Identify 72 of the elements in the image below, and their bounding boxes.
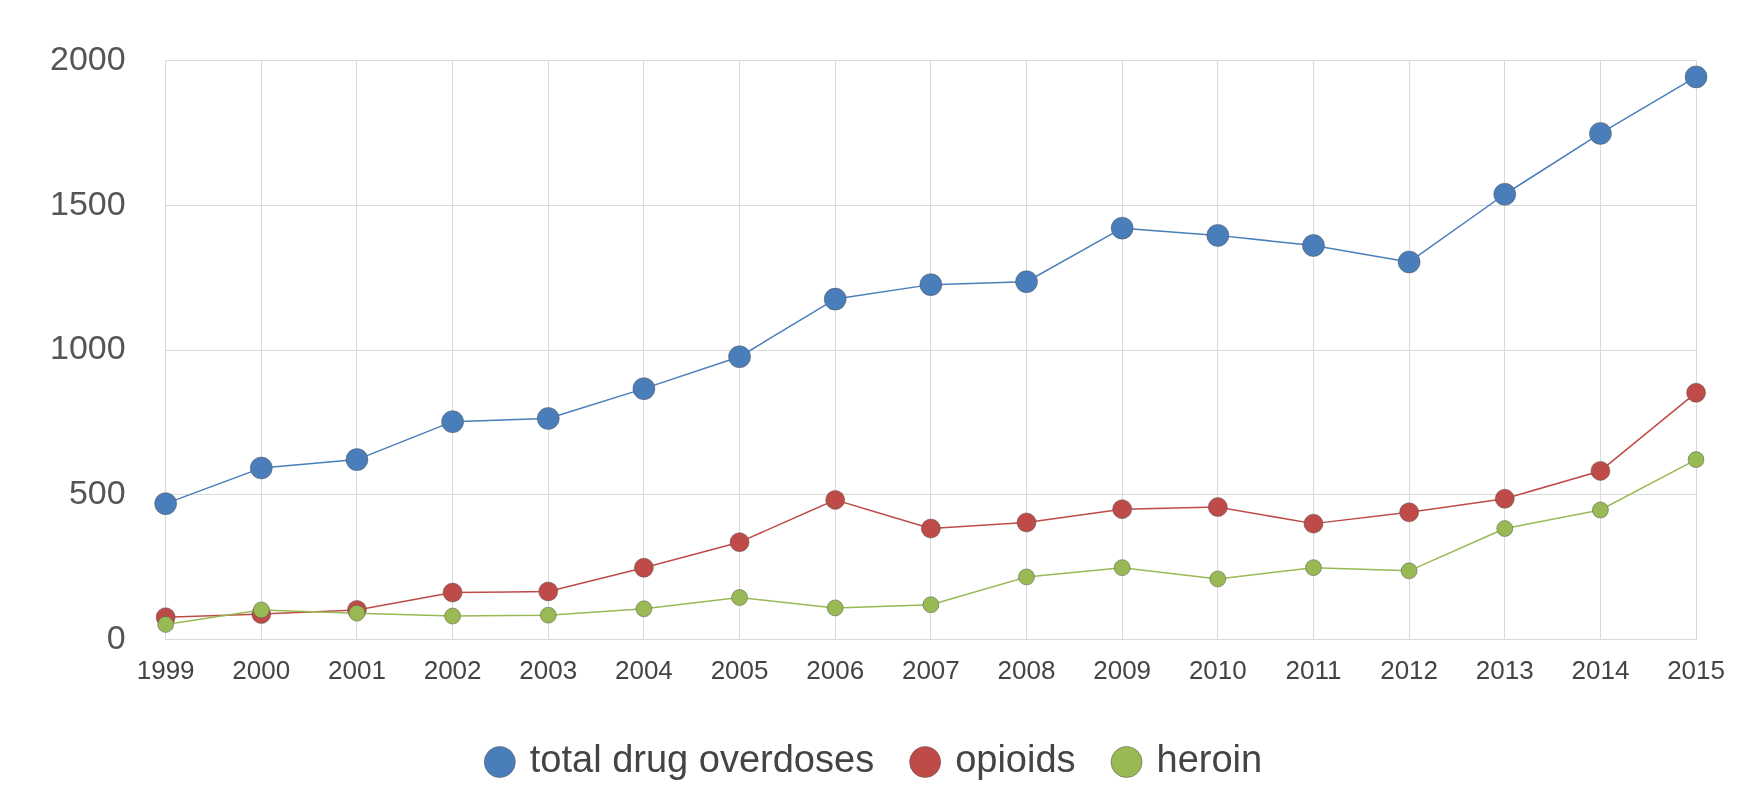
- y-tick-label: 0: [106, 618, 126, 657]
- point: [1397, 250, 1421, 274]
- x-tick-label: 2014: [1571, 654, 1630, 685]
- point: [1208, 497, 1228, 517]
- point: [826, 599, 844, 617]
- x-tick-label: 2001: [328, 654, 386, 685]
- point: [634, 557, 654, 578]
- x-tick-label: 2009: [1093, 654, 1152, 685]
- x-tick-label: 2004: [614, 654, 673, 685]
- point: [157, 616, 174, 633]
- point: [538, 581, 558, 602]
- point: [632, 377, 656, 400]
- point: [253, 601, 270, 619]
- point: [728, 345, 751, 369]
- point: [1015, 270, 1038, 293]
- legend-label: total drug overdoses: [529, 738, 875, 781]
- point: [537, 407, 560, 430]
- x-tick-label: 2002: [423, 654, 482, 685]
- x-tick-label: 2011: [1285, 654, 1342, 685]
- point: [1209, 570, 1227, 588]
- point: [729, 532, 750, 552]
- y-tick-label: 2000: [50, 38, 126, 77]
- y-tick-label: 1500: [50, 183, 126, 222]
- point: [1686, 382, 1706, 403]
- x-tick-label: 2013: [1475, 654, 1534, 685]
- point: [1113, 559, 1131, 576]
- point: [1684, 65, 1708, 89]
- point: [154, 492, 177, 515]
- x-tick-label: 2008: [997, 654, 1056, 685]
- point: [1302, 234, 1325, 257]
- point: [1590, 461, 1611, 481]
- point: [442, 582, 463, 603]
- point: [1687, 451, 1705, 468]
- y-tick-label: 1000: [50, 328, 126, 367]
- x-tick-label: 2006: [806, 654, 865, 685]
- x-tick-label: 2003: [519, 654, 578, 685]
- point: [1018, 568, 1035, 586]
- point: [1495, 488, 1515, 509]
- point: [823, 287, 847, 311]
- point: [1493, 182, 1517, 206]
- point: [1592, 501, 1609, 519]
- y-tick-label: 500: [68, 473, 126, 512]
- point: [922, 596, 940, 613]
- legend-label: opioids: [955, 738, 1076, 781]
- x-tick-label: 2010: [1188, 654, 1247, 685]
- point: [731, 589, 748, 606]
- x-tick-label: 2000: [232, 654, 291, 685]
- point: [540, 606, 557, 624]
- point: [345, 448, 369, 471]
- point: [635, 600, 653, 618]
- x-tick-label: 2015: [1667, 654, 1725, 685]
- x-tick-label: 1999: [136, 654, 195, 685]
- point: [1399, 502, 1419, 523]
- x-tick-label: 2007: [901, 654, 960, 685]
- x-tick-label: 2005: [710, 654, 769, 685]
- legend-label: heroin: [1156, 738, 1263, 781]
- point: [1112, 499, 1132, 519]
- point: [441, 410, 464, 433]
- x-tick-label: 2012: [1380, 654, 1439, 685]
- point: [250, 456, 273, 480]
- point: [921, 518, 941, 539]
- point: [1400, 562, 1418, 580]
- point: [1496, 520, 1514, 537]
- point: [1589, 122, 1612, 145]
- point: [1303, 513, 1324, 534]
- point: [919, 273, 943, 296]
- point: [825, 490, 845, 510]
- point: [1016, 512, 1037, 533]
- point: [444, 607, 461, 625]
- point: [1206, 224, 1230, 247]
- point: [1305, 559, 1322, 576]
- point: [1110, 216, 1134, 240]
